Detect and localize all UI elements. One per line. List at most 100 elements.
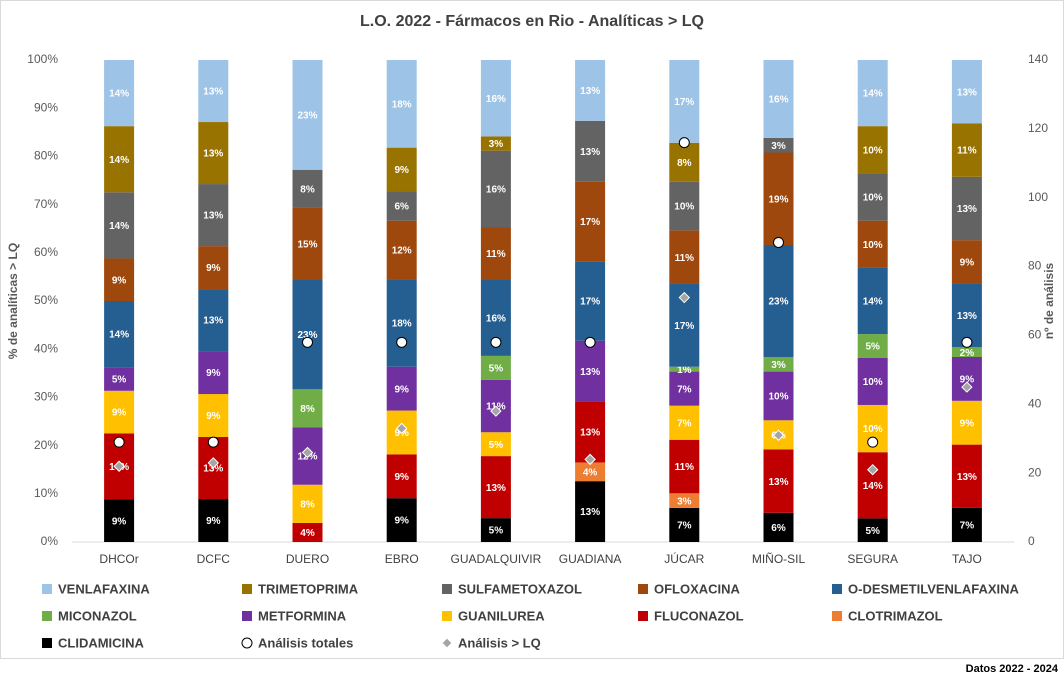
data-label: 3% bbox=[489, 139, 504, 150]
marker bbox=[961, 336, 973, 348]
y-tick-label: 0% bbox=[41, 534, 59, 548]
bar-segment bbox=[386, 366, 417, 411]
x-tick-label: EBRO bbox=[385, 552, 419, 566]
bar-segment bbox=[292, 169, 323, 208]
bar-segment bbox=[669, 230, 700, 284]
x-tick-label: DCFC bbox=[197, 552, 231, 566]
data-label: 11% bbox=[675, 253, 695, 264]
x-tick-label: JÚCAR bbox=[664, 551, 704, 566]
data-label: 16% bbox=[486, 184, 506, 195]
bar-segment bbox=[386, 454, 417, 499]
data-label: 2% bbox=[960, 348, 975, 359]
marker bbox=[490, 405, 502, 417]
data-label: 13% bbox=[957, 472, 977, 483]
marker bbox=[396, 336, 408, 348]
data-label: 15% bbox=[297, 239, 317, 250]
x-tick-label: GUADALQUIVIR bbox=[451, 552, 542, 566]
legend-label: CLOTRIMAZOL bbox=[848, 608, 943, 623]
data-label: 5% bbox=[865, 526, 880, 537]
data-label: 14% bbox=[863, 481, 883, 492]
bar-segment bbox=[292, 522, 323, 542]
y2-tick-label: 120 bbox=[1028, 121, 1048, 135]
data-label: 5% bbox=[489, 363, 504, 374]
marker bbox=[395, 422, 408, 435]
y-tick-label: 90% bbox=[34, 100, 58, 114]
legend-label: VENLAFAXINA bbox=[58, 581, 150, 596]
data-label: 18% bbox=[392, 319, 412, 330]
bar-segment bbox=[575, 340, 606, 402]
data-label: 1% bbox=[677, 365, 692, 376]
bar-segment bbox=[575, 261, 606, 341]
data-label: 17% bbox=[580, 297, 600, 308]
data-label: 13% bbox=[203, 211, 223, 222]
legend-label: OFLOXACINA bbox=[654, 581, 741, 596]
data-label: 17% bbox=[580, 217, 600, 228]
legend-label: Análisis totales bbox=[258, 635, 353, 650]
marker bbox=[207, 436, 219, 448]
bar-segment bbox=[292, 60, 323, 170]
legend-label: FLUCONAZOL bbox=[654, 608, 744, 623]
y-tick-label: 60% bbox=[34, 245, 58, 259]
legend-label: GUANILUREA bbox=[458, 608, 545, 623]
data-label: 9% bbox=[112, 516, 127, 527]
legend-swatch bbox=[42, 584, 52, 594]
legend-swatch bbox=[242, 611, 252, 621]
bar-segment bbox=[857, 334, 888, 358]
bar-segment bbox=[198, 60, 229, 123]
legend-swatch bbox=[832, 584, 842, 594]
bar-segment bbox=[857, 173, 888, 221]
data-label: 5% bbox=[489, 440, 504, 451]
data-label: 14% bbox=[109, 89, 129, 100]
bar-segment bbox=[480, 150, 511, 228]
marker bbox=[490, 336, 502, 348]
bar-segment bbox=[669, 439, 700, 494]
legend-label: METFORMINA bbox=[258, 608, 347, 623]
bar-segment bbox=[763, 245, 794, 357]
y-tick-label: 80% bbox=[34, 149, 58, 163]
bar-segment bbox=[857, 60, 888, 127]
bar-segment bbox=[951, 400, 982, 445]
data-label: 10% bbox=[863, 377, 883, 388]
bar-segment bbox=[575, 462, 606, 482]
data-label: 3% bbox=[771, 141, 786, 152]
data-label: 23% bbox=[297, 111, 317, 122]
data-label: 7% bbox=[677, 418, 692, 429]
data-label: 14% bbox=[109, 330, 129, 341]
y2-tick-label: 100 bbox=[1028, 190, 1048, 204]
data-label: 13% bbox=[957, 204, 977, 215]
data-label: 10% bbox=[863, 240, 883, 251]
marker bbox=[113, 460, 125, 472]
marker bbox=[302, 336, 313, 348]
legend-swatch bbox=[442, 611, 452, 621]
footnote: Datos 2022 - 2024 bbox=[966, 663, 1059, 675]
bar-segment bbox=[763, 356, 794, 372]
bar-segment bbox=[857, 357, 888, 405]
x-tick-label: DUERO bbox=[286, 552, 329, 566]
data-label: 8% bbox=[300, 404, 315, 415]
marker bbox=[241, 637, 253, 649]
marker bbox=[301, 446, 314, 459]
bar-segment bbox=[292, 484, 323, 523]
legend-swatch bbox=[442, 584, 452, 594]
bar-segment bbox=[104, 126, 135, 193]
marker bbox=[441, 637, 453, 649]
bar-segment bbox=[104, 367, 135, 391]
x-tick-label: DHCOr bbox=[99, 552, 138, 566]
bar-segment bbox=[198, 122, 229, 185]
data-label: 10% bbox=[863, 193, 883, 204]
legend-swatch bbox=[638, 611, 648, 621]
data-label: 13% bbox=[580, 507, 600, 518]
legend-label: O-DESMETILVENLAFAXINA bbox=[848, 581, 1020, 596]
legend-label: TRIMETOPRIMA bbox=[258, 581, 359, 596]
bar-segment bbox=[951, 60, 982, 124]
legend-label: CLIDAMICINA bbox=[58, 635, 145, 650]
marker bbox=[867, 436, 879, 448]
data-label: 13% bbox=[203, 149, 223, 160]
data-label: 9% bbox=[394, 472, 409, 483]
data-label: 13% bbox=[203, 87, 223, 98]
marker bbox=[866, 463, 879, 476]
bar-segment bbox=[857, 518, 888, 542]
data-label: 23% bbox=[297, 330, 317, 341]
data-label: 4% bbox=[583, 467, 598, 478]
data-label: 14% bbox=[109, 221, 129, 232]
